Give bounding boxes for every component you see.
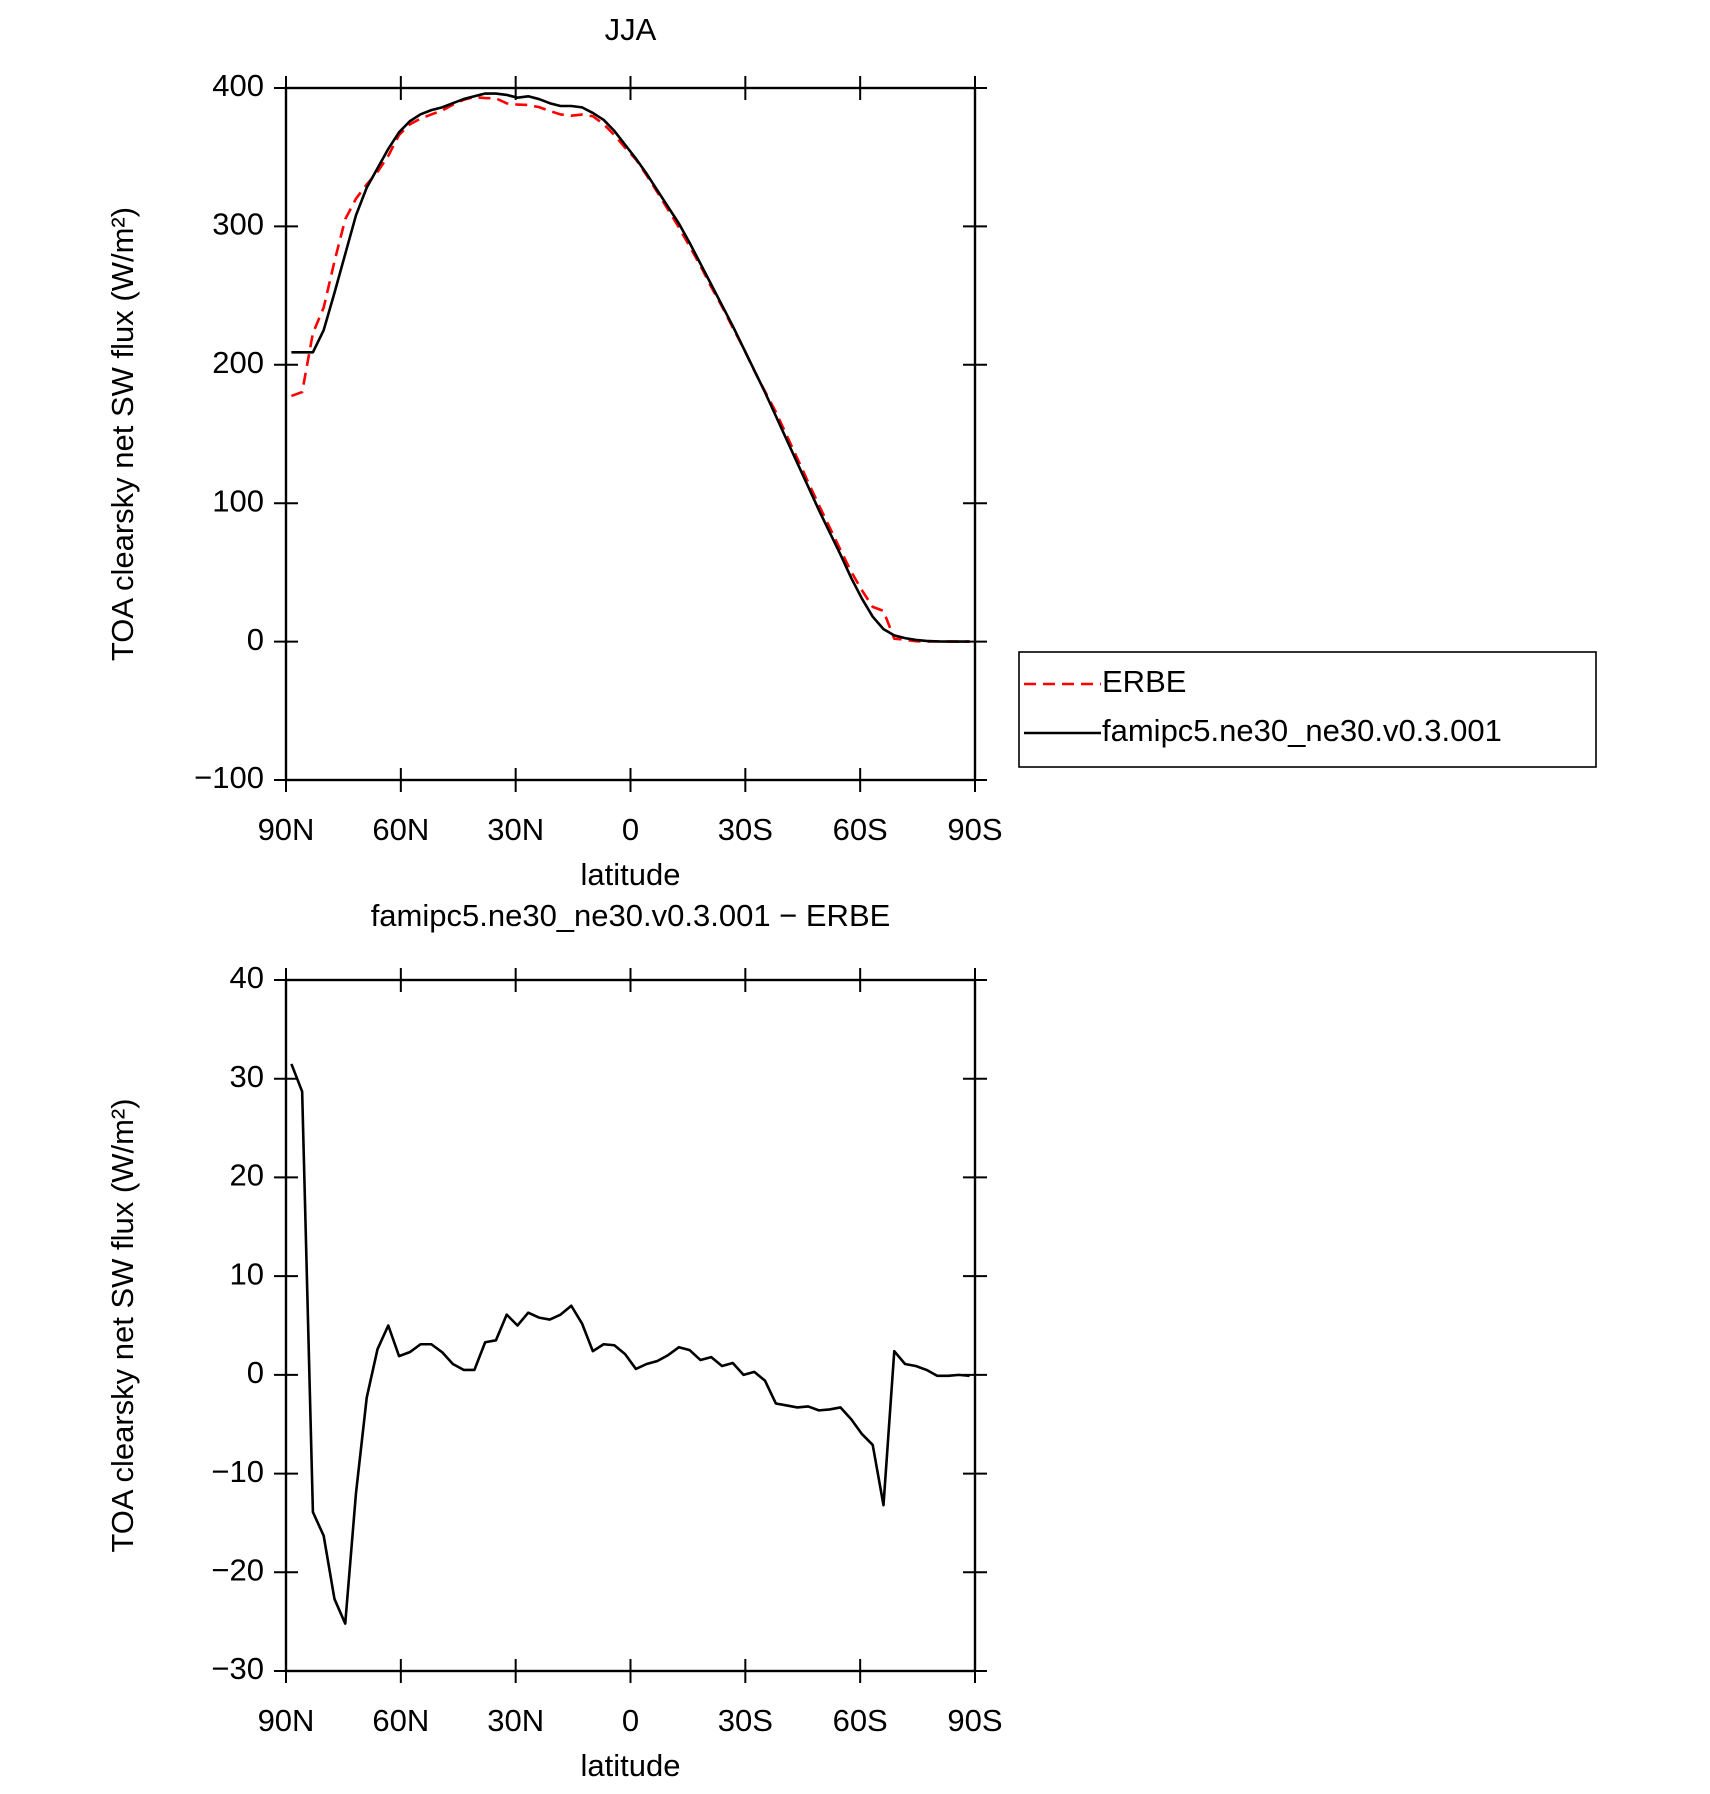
y-tick-label: −10 [211, 1454, 264, 1489]
y-tick-label: −100 [194, 760, 264, 795]
x-tick-label: 90N [258, 1703, 315, 1738]
x-tick-label: 90S [947, 1703, 1002, 1738]
chart-title: famipc5.ne30_ne30.v0.3.001 − ERBE [371, 898, 891, 933]
x-tick-label: 30N [487, 1703, 544, 1738]
legend-label: famipc5.ne30_ne30.v0.3.001 [1102, 713, 1502, 748]
series-line [290, 95, 970, 643]
y-tick-label: 400 [212, 68, 264, 103]
x-tick-label: 0 [622, 1703, 639, 1738]
y-tick-label: 40 [230, 960, 264, 995]
y-tick-label: −30 [211, 1651, 264, 1686]
series-line [291, 92, 970, 643]
y-axis-label: TOA clearsky net SW flux (W/m²) [105, 1098, 140, 1552]
x-tick-label: 90N [258, 812, 315, 847]
x-axis-label: latitude [581, 1748, 681, 1783]
y-tick-label: 30 [230, 1059, 264, 1094]
y-tick-label: −20 [211, 1552, 264, 1587]
plot-frame [284, 978, 977, 1673]
legend-box [1018, 651, 1597, 768]
x-tick-label: 0 [622, 812, 639, 847]
x-tick-label: 60N [372, 812, 429, 847]
x-axis-label: latitude [581, 857, 681, 892]
y-tick-label: 20 [230, 1158, 264, 1193]
y-tick-label: 10 [230, 1256, 264, 1291]
x-tick-label: 30S [718, 812, 773, 847]
x-tick-label: 60N [372, 1703, 429, 1738]
series-line [290, 1063, 970, 1625]
y-tick-label: 0 [247, 622, 264, 657]
x-tick-label: 60S [833, 812, 888, 847]
y-tick-label: 300 [212, 207, 264, 242]
x-tick-label: 90S [947, 812, 1002, 847]
legend-label: ERBE [1102, 664, 1186, 699]
y-tick-label: 100 [212, 483, 264, 518]
x-tick-label: 30N [487, 812, 544, 847]
x-tick-label: 60S [833, 1703, 888, 1738]
x-tick-label: 30S [718, 1703, 773, 1738]
y-tick-label: 200 [212, 345, 264, 380]
chart-title: JJA [605, 12, 657, 47]
y-tick-label: 0 [247, 1355, 264, 1390]
y-axis-label: TOA clearsky net SW flux (W/m²) [105, 207, 140, 661]
plot-frame [284, 86, 977, 782]
